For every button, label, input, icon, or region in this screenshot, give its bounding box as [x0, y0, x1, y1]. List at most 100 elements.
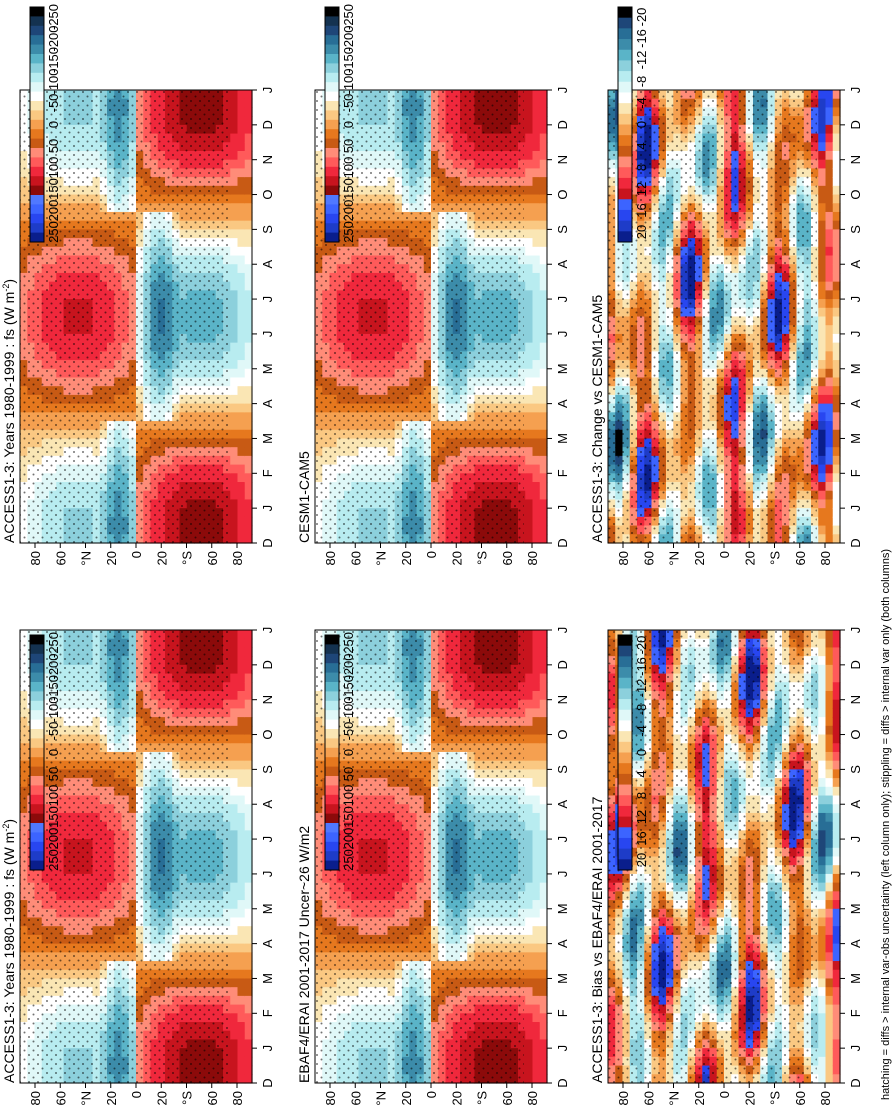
- heat-cell: [244, 647, 253, 657]
- colorbar-tick-label: -200: [46, 653, 61, 679]
- lat-tick-label: 80: [28, 551, 43, 565]
- heat-cell: [230, 926, 239, 936]
- heat-cell: [244, 961, 253, 971]
- heat-cell: [237, 438, 246, 448]
- colorbar-swatch: [30, 794, 44, 805]
- heat-cell: [230, 246, 239, 257]
- heat-cell: [230, 142, 239, 152]
- heat-cell: [244, 769, 253, 779]
- heat-cell: [244, 211, 253, 222]
- colorbar-tick-label: 200: [46, 200, 61, 222]
- heat-cell: [237, 978, 246, 988]
- colorbar-tick-label: 50: [46, 139, 61, 153]
- lat-tick-label: 20: [104, 551, 119, 565]
- month-tick-label: D: [260, 1078, 275, 1087]
- heat-cell: [237, 717, 246, 727]
- heat-cell: [244, 969, 253, 980]
- footer-text: hatching = diffs > internal var-obs unce…: [880, 549, 892, 1100]
- heat-cell: [244, 1056, 253, 1067]
- heat-cell: [237, 246, 246, 257]
- heat-cell: [237, 281, 246, 291]
- heat-cell: [244, 1004, 253, 1014]
- heat-cell: [244, 177, 253, 187]
- heat-cell: [237, 673, 246, 683]
- heat-cell: [244, 882, 253, 892]
- heat-cell: [230, 438, 239, 448]
- month-tick-label: D: [260, 660, 275, 669]
- heat-cell: [237, 969, 246, 980]
- colorbar-swatch: [30, 157, 44, 168]
- heat-cell: [237, 377, 246, 387]
- heat-cell: [237, 1048, 246, 1058]
- heat-cell: [230, 1048, 239, 1058]
- colorbar-tick-label: -50: [46, 722, 61, 741]
- heat-cell: [230, 917, 239, 927]
- heat-cell: [230, 447, 239, 457]
- colorbar-swatch: [30, 841, 44, 852]
- heat-cell: [230, 255, 239, 265]
- heat-cell: [244, 150, 253, 161]
- heat-cell: [244, 316, 253, 326]
- heat-cell: [230, 516, 239, 527]
- month-tick-label: A: [260, 800, 275, 809]
- lat-tick-label: 20: [154, 551, 169, 565]
- heat-cell: [230, 168, 239, 178]
- heat-cell: [230, 429, 239, 440]
- heat-cell: [244, 917, 253, 927]
- heat-cell: [230, 473, 239, 483]
- heat-cell: [230, 272, 239, 283]
- colorbar-swatch: [30, 91, 44, 102]
- heat-cell: [237, 107, 246, 117]
- colorbar-swatch: [30, 138, 44, 149]
- heat-cell: [237, 316, 246, 326]
- heat-cell: [230, 943, 239, 953]
- heat-cell: [230, 969, 239, 980]
- colorbar-swatch: [30, 110, 44, 121]
- heat-cell: [244, 447, 253, 457]
- colorbar-swatch: [30, 232, 44, 243]
- colorbar-swatch: [30, 682, 44, 692]
- colorbar-swatch: [30, 729, 44, 739]
- colorbar-swatch: [30, 710, 44, 721]
- heat-cell: [230, 708, 239, 718]
- colorbar-swatch: [30, 185, 44, 196]
- heat-cell: [237, 647, 246, 657]
- heat-cell: [230, 264, 239, 274]
- heat-cell: [237, 900, 246, 910]
- heat-cell: [237, 847, 246, 858]
- heat-cell: [244, 438, 253, 448]
- colorbar-tick-label: -100: [46, 696, 61, 722]
- heat-cell: [230, 394, 239, 405]
- heat-cell: [244, 751, 253, 762]
- heat-cell: [230, 98, 239, 109]
- heat-cell: [230, 725, 239, 736]
- heat-cell: [244, 534, 253, 544]
- heat-cell: [230, 150, 239, 161]
- heat-cell: [244, 386, 253, 396]
- colorbar-swatch: [30, 119, 44, 130]
- heat-cell: [230, 290, 239, 300]
- heat-cell: [237, 299, 246, 309]
- heat-cell: [237, 238, 246, 248]
- heat-cell: [237, 760, 246, 770]
- colorbar-swatch: [30, 195, 44, 205]
- heat-cell: [237, 1022, 246, 1032]
- heat-cell: [237, 961, 246, 971]
- heat-cell: [230, 525, 239, 535]
- heat-cell: [237, 856, 246, 866]
- heat-cell: [230, 743, 239, 753]
- heat-cell: [244, 873, 253, 884]
- heat-cell: [230, 1074, 239, 1084]
- heat-cell: [244, 725, 253, 736]
- heat-cell: [237, 133, 246, 143]
- month-tick-label: J: [260, 296, 275, 303]
- heat-cell: [237, 482, 246, 492]
- heat-cell: [237, 342, 246, 352]
- heat-cell: [237, 429, 246, 440]
- colorbar-swatch: [30, 813, 44, 824]
- lat-tick-label: °S: [180, 551, 195, 565]
- heat-cell: [244, 116, 253, 126]
- heat-cell: [230, 795, 239, 805]
